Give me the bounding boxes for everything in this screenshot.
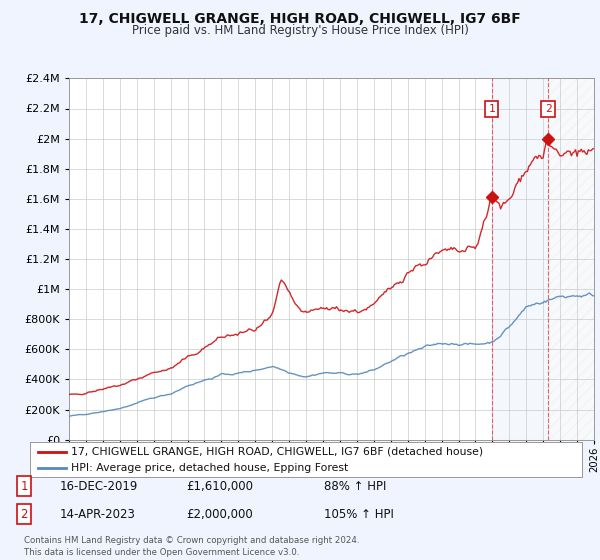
Bar <box>548 78 594 440</box>
Text: 14-APR-2023: 14-APR-2023 <box>60 507 136 521</box>
Text: 17, CHIGWELL GRANGE, HIGH ROAD, CHIGWELL, IG7 6BF: 17, CHIGWELL GRANGE, HIGH ROAD, CHIGWELL… <box>79 12 521 26</box>
Text: 2: 2 <box>545 104 551 114</box>
Text: Price paid vs. HM Land Registry's House Price Index (HPI): Price paid vs. HM Land Registry's House … <box>131 24 469 37</box>
Text: HPI: Average price, detached house, Epping Forest: HPI: Average price, detached house, Eppi… <box>71 464 349 473</box>
Text: 16-DEC-2019: 16-DEC-2019 <box>60 479 139 493</box>
Text: 88% ↑ HPI: 88% ↑ HPI <box>324 479 386 493</box>
Text: 1: 1 <box>20 479 28 493</box>
Bar <box>492 78 548 440</box>
Text: Contains HM Land Registry data © Crown copyright and database right 2024.
This d: Contains HM Land Registry data © Crown c… <box>24 536 359 557</box>
Text: £1,610,000: £1,610,000 <box>186 479 253 493</box>
Text: £2,000,000: £2,000,000 <box>186 507 253 521</box>
Text: 1: 1 <box>488 104 495 114</box>
Text: 2: 2 <box>20 507 28 521</box>
Text: 105% ↑ HPI: 105% ↑ HPI <box>324 507 394 521</box>
Text: 17, CHIGWELL GRANGE, HIGH ROAD, CHIGWELL, IG7 6BF (detached house): 17, CHIGWELL GRANGE, HIGH ROAD, CHIGWELL… <box>71 447 484 457</box>
